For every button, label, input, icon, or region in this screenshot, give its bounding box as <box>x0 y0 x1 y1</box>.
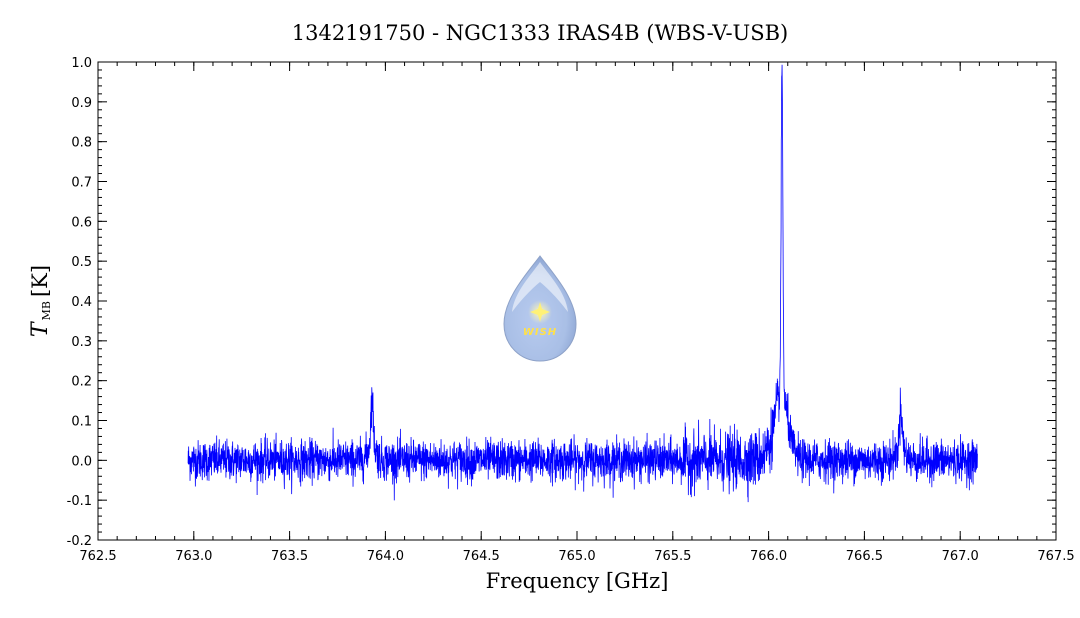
wish-logo: WISH <box>503 255 577 362</box>
logo-label: WISH <box>523 327 557 338</box>
y-tick-label: 0.3 <box>71 335 92 350</box>
y-axis-label: TMB [K] <box>28 265 53 337</box>
x-tick-label: 763.0 <box>175 549 212 564</box>
x-axis-label: Frequency [GHz] <box>486 569 669 593</box>
chart-title: 1342191750 - NGC1333 IRAS4B (WBS-V-USB) <box>292 21 789 45</box>
y-tick-label: 0.2 <box>71 375 92 390</box>
x-tick-label: 765.0 <box>558 549 595 564</box>
x-tick-label: 767.5 <box>1037 549 1074 564</box>
x-tick-label: 762.5 <box>79 549 116 564</box>
x-tick-label: 764.0 <box>367 549 404 564</box>
y-tick-label: 0.8 <box>71 136 92 151</box>
y-tick-label: 0.4 <box>71 295 92 310</box>
x-tick-label: 766.0 <box>750 549 787 564</box>
y-tick-label: 0.7 <box>71 176 92 191</box>
x-tick-label: 766.5 <box>846 549 883 564</box>
y-axis: -0.2 -0.1 0.0 0.1 0.2 0.3 0.4 0.5 0.6 0.7 0.8 0.9 1.… <box>67 56 1056 549</box>
star-icon <box>530 302 550 322</box>
y-tick-label: 0.1 <box>71 415 92 430</box>
drop-highlight <box>512 262 568 312</box>
y-axis-label-symbol: T <box>28 320 53 337</box>
y-tick-label: 1.0 <box>71 56 92 71</box>
y-axis-label-unit: [K] <box>28 265 52 297</box>
x-tick-label: 763.5 <box>271 549 308 564</box>
x-tick-label: 767.0 <box>942 549 979 564</box>
y-tick-label: 0.5 <box>71 255 92 270</box>
y-tick-label: 0.6 <box>71 215 92 230</box>
y-tick-label: -0.1 <box>67 494 92 509</box>
y-tick-label: -0.2 <box>67 534 92 549</box>
y-tick-label: 0.0 <box>71 454 92 469</box>
x-tick-label: 765.5 <box>654 549 691 564</box>
spectrum-series-line <box>187 64 978 503</box>
x-tick-label: 764.5 <box>463 549 500 564</box>
x-axis: 762.5 763.0 763.5 764.0 764.5 765.0 765.5 766.0… <box>79 62 1075 564</box>
y-tick-label: 0.9 <box>71 96 92 111</box>
y-axis-label-subscript: MB <box>40 301 53 320</box>
